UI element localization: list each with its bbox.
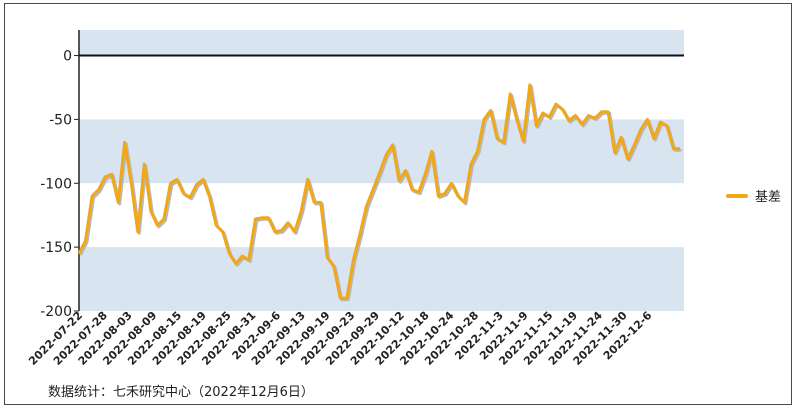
grid-band	[79, 30, 684, 56]
y-tick-label: -200	[40, 304, 72, 320]
grid-band	[79, 247, 684, 311]
grid-band	[79, 183, 684, 248]
series-line-basis	[77, 83, 680, 300]
grid-band	[79, 55, 684, 120]
y-tick-label: -100	[40, 176, 72, 192]
y-tick-label: -50	[49, 112, 72, 128]
y-tick-label: -150	[40, 240, 72, 256]
y-tick-label: 0	[63, 49, 72, 65]
legend-label: 基差	[755, 190, 781, 205]
footer-source: 数据统计：七禾研究中心（2022年12月6日）	[48, 385, 314, 400]
